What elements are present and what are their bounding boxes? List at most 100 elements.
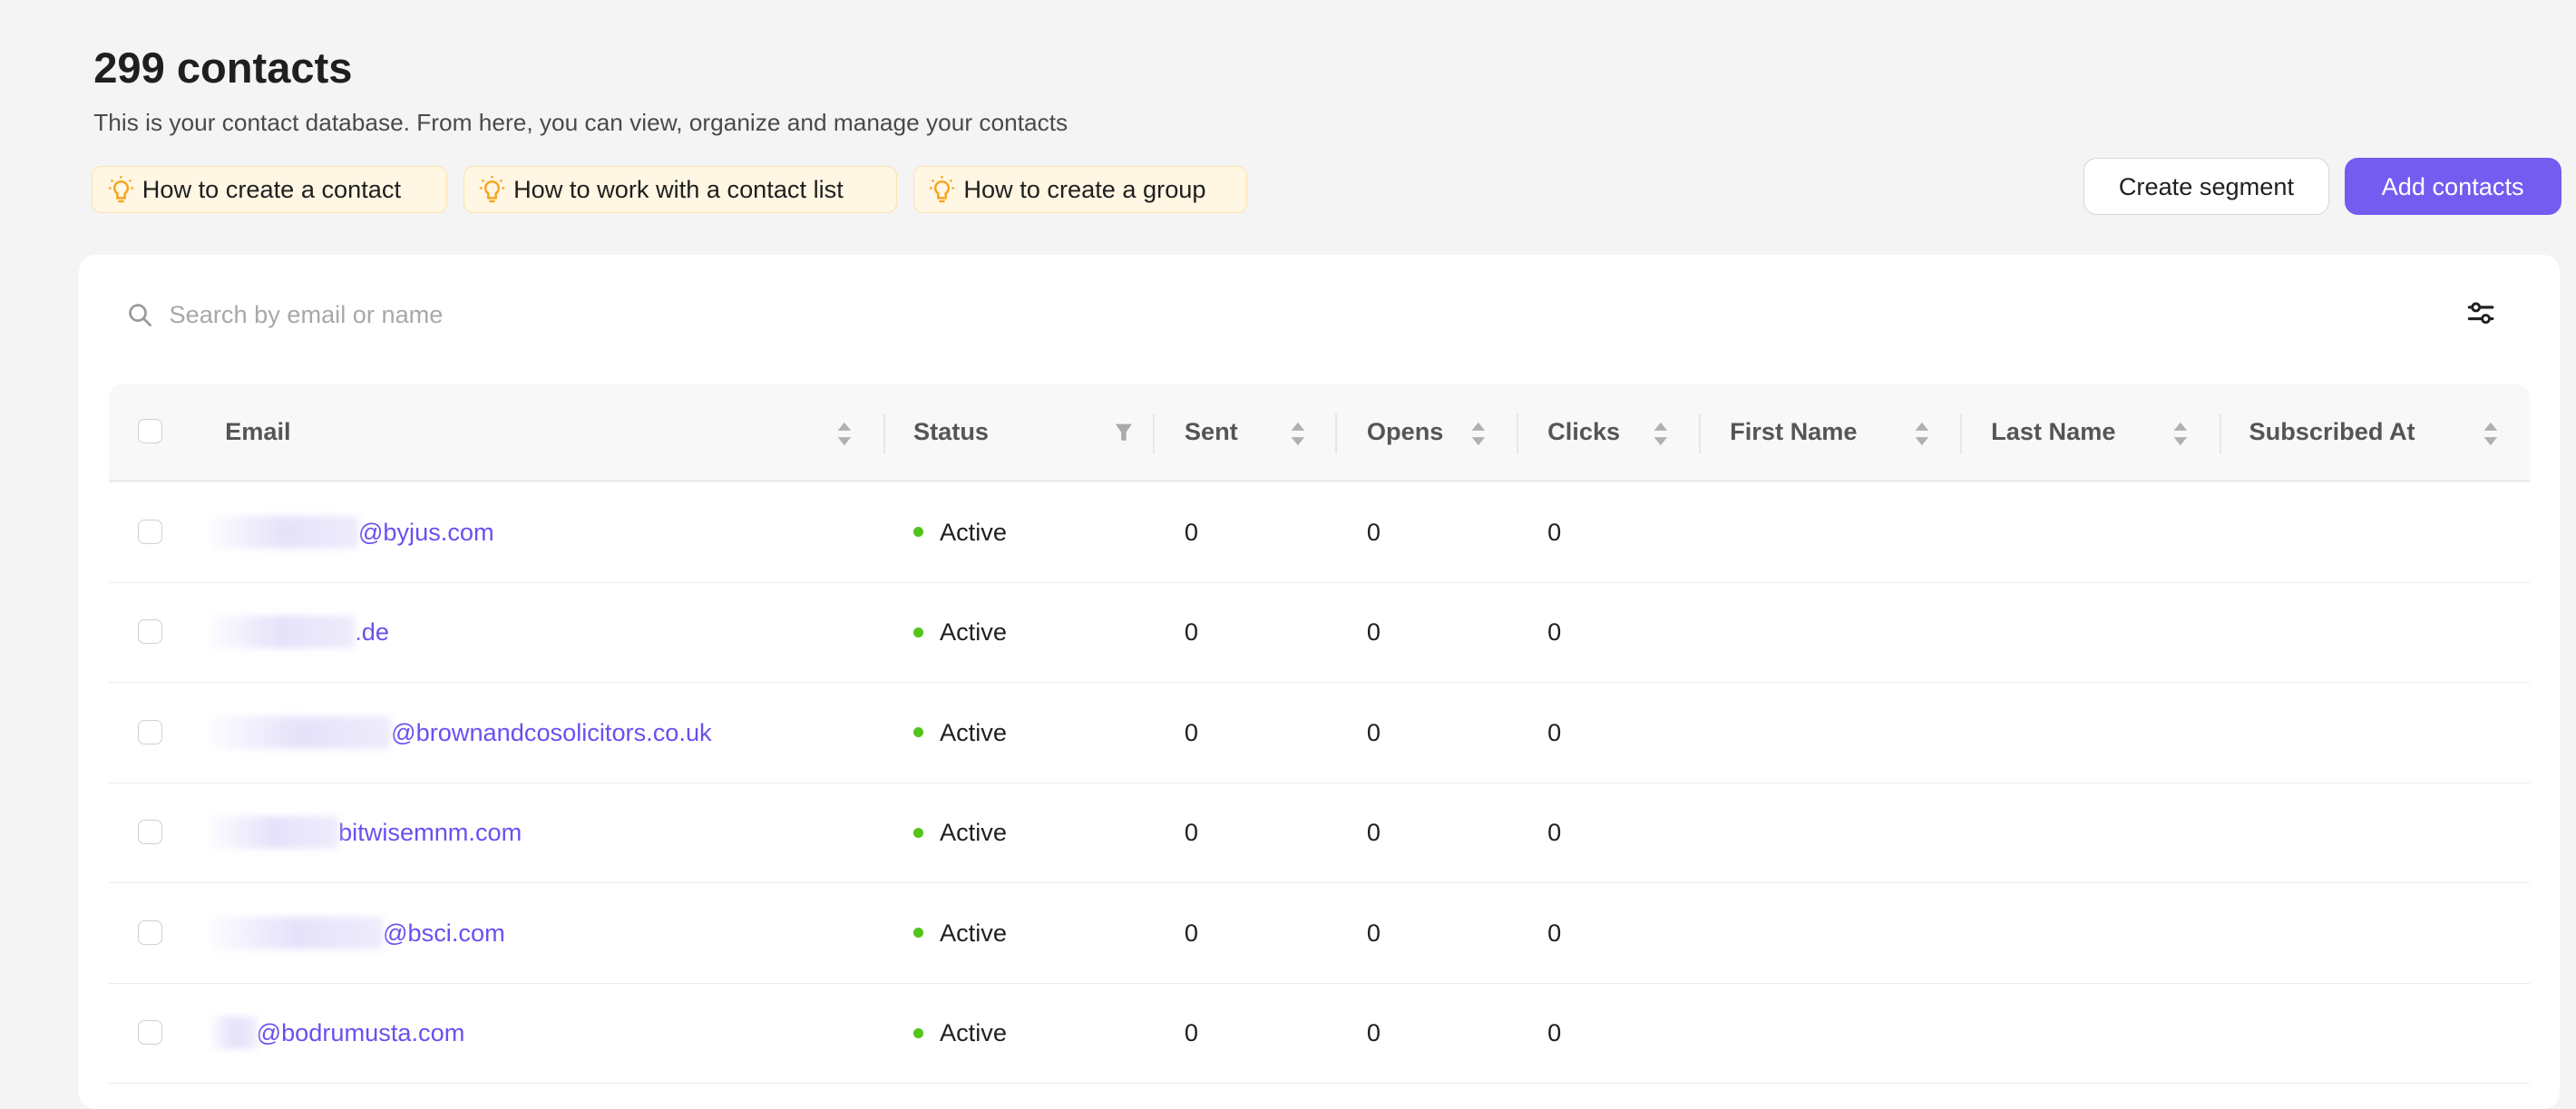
- column-divider: [2219, 413, 2221, 453]
- sent-cell: 0: [1184, 1018, 1198, 1047]
- table-row[interactable]: @brownandcosolicitors.co.uk Active 0 0 0: [108, 683, 2531, 783]
- search-icon: [129, 304, 152, 326]
- help-chip-label: How to create a contact: [141, 175, 402, 204]
- status-label: Active: [939, 818, 1007, 847]
- email-cell: @bodrumusta.com: [210, 984, 465, 1083]
- clicks-cell: 0: [1547, 618, 1562, 647]
- column-header-sent[interactable]: Sent: [1184, 417, 1238, 446]
- column-header-email[interactable]: Email: [225, 417, 291, 446]
- status-label: Active: [939, 918, 1007, 947]
- table-row[interactable]: @bodrumusta.com Active 0 0 0: [108, 984, 2531, 1085]
- sort-icon[interactable]: [1469, 421, 1488, 447]
- status-dot-icon: [913, 827, 923, 838]
- add-contacts-button[interactable]: Add contacts: [2344, 157, 2561, 216]
- column-header-last-name[interactable]: Last Name: [1991, 417, 2116, 446]
- opens-cell: 0: [1366, 517, 1381, 546]
- sent-cell: 0: [1184, 517, 1198, 546]
- status-cell: Active: [913, 583, 1007, 682]
- status-dot-icon: [913, 627, 923, 637]
- email-link[interactable]: .de: [355, 618, 389, 647]
- email-link[interactable]: @brownandcosolicitors.co.uk: [391, 717, 712, 746]
- sent-cell: 0: [1184, 618, 1198, 647]
- opens-cell: 0: [1366, 918, 1381, 947]
- help-chip-label: How to create a group: [963, 175, 1206, 204]
- opens-cell: 0: [1366, 818, 1381, 847]
- status-label: Active: [939, 618, 1007, 647]
- column-divider: [1698, 413, 1701, 453]
- email-link[interactable]: bitwisemnm.com: [338, 818, 522, 847]
- row-checkbox[interactable]: [138, 919, 163, 945]
- redacted-blur: [210, 616, 356, 649]
- status-cell: Active: [913, 482, 1007, 581]
- help-chip[interactable]: How to work with a contact list: [463, 165, 897, 214]
- table-header: Email Status Sent Opens Clicks First Name Last…: [108, 384, 2531, 483]
- opens-cell: 0: [1366, 717, 1381, 746]
- sort-icon[interactable]: [2171, 421, 2191, 447]
- column-divider: [1959, 413, 1962, 453]
- filter-icon[interactable]: [1114, 421, 1134, 447]
- opens-cell: 0: [1366, 1018, 1381, 1047]
- lightbulb-icon: [108, 175, 133, 203]
- email-link[interactable]: @bsci.com: [382, 918, 505, 947]
- column-header-subscribed-at[interactable]: Subscribed At: [2249, 417, 2415, 446]
- help-chip[interactable]: How to create a contact: [92, 165, 447, 214]
- status-dot-icon: [913, 727, 923, 738]
- help-chip[interactable]: How to create a group: [913, 165, 1247, 214]
- column-divider: [883, 413, 886, 453]
- column-header-status[interactable]: Status: [913, 417, 990, 446]
- page-subtitle: This is your contact database. From here…: [93, 108, 1068, 136]
- select-all-checkbox[interactable]: [138, 419, 163, 444]
- clicks-cell: 0: [1547, 517, 1562, 546]
- redacted-blur: [210, 816, 339, 850]
- email-cell: .de: [210, 583, 389, 682]
- clicks-cell: 0: [1547, 918, 1562, 947]
- table-row[interactable]: @bsci.com Active 0 0 0: [108, 883, 2531, 984]
- status-dot-icon: [913, 928, 923, 939]
- column-header-clicks[interactable]: Clicks: [1547, 417, 1621, 446]
- page-title: 299 contacts: [93, 44, 353, 92]
- status-label: Active: [939, 517, 1007, 546]
- redacted-blur: [210, 715, 392, 749]
- sort-icon[interactable]: [1288, 421, 1308, 447]
- redacted-blur: [210, 1017, 257, 1050]
- row-checkbox[interactable]: [138, 619, 163, 645]
- table-row[interactable]: bitwisemnm.com Active 0 0 0: [108, 783, 2531, 884]
- sort-icon[interactable]: [834, 421, 854, 447]
- status-cell: Active: [913, 883, 1007, 982]
- clicks-cell: 0: [1547, 818, 1562, 847]
- column-divider: [1516, 413, 1518, 453]
- status-label: Active: [939, 717, 1007, 746]
- sort-icon[interactable]: [1651, 421, 1671, 447]
- column-divider: [1335, 413, 1338, 453]
- contacts-table: Email Status Sent Opens Clicks First Name Last…: [108, 384, 2531, 1085]
- row-checkbox[interactable]: [138, 1020, 163, 1046]
- email-cell: @brownandcosolicitors.co.uk: [210, 683, 712, 782]
- lightbulb-icon: [479, 175, 505, 203]
- row-checkbox[interactable]: [138, 719, 163, 744]
- clicks-cell: 0: [1547, 717, 1562, 746]
- table-row[interactable]: .de Active 0 0 0: [108, 583, 2531, 684]
- sent-cell: 0: [1184, 717, 1198, 746]
- email-link[interactable]: @bodrumusta.com: [256, 1018, 465, 1047]
- column-header-opens[interactable]: Opens: [1366, 417, 1444, 446]
- status-label: Active: [939, 1018, 1007, 1047]
- email-cell: bitwisemnm.com: [210, 783, 522, 882]
- status-cell: Active: [913, 683, 1007, 782]
- sort-icon[interactable]: [2481, 421, 2501, 447]
- email-cell: @byjus.com: [210, 482, 494, 581]
- row-checkbox[interactable]: [138, 519, 163, 544]
- column-header-first-name[interactable]: First Name: [1730, 417, 1858, 446]
- contacts-card: Search by email or name Email Status Sent O…: [78, 254, 2560, 1109]
- table-row[interactable]: @byjus.com Active 0 0 0: [108, 482, 2531, 583]
- sent-cell: 0: [1184, 818, 1198, 847]
- status-dot-icon: [913, 527, 923, 538]
- row-checkbox[interactable]: [138, 820, 163, 845]
- column-settings-icon[interactable]: [2464, 297, 2497, 330]
- sent-cell: 0: [1184, 918, 1198, 947]
- email-link[interactable]: @byjus.com: [357, 517, 494, 546]
- help-chip-label: How to work with a contact list: [513, 175, 844, 204]
- status-cell: Active: [913, 783, 1007, 882]
- create-segment-button[interactable]: Create segment: [2083, 157, 2330, 216]
- search-input[interactable]: Search by email or name: [128, 300, 443, 329]
- sort-icon[interactable]: [1912, 421, 1932, 447]
